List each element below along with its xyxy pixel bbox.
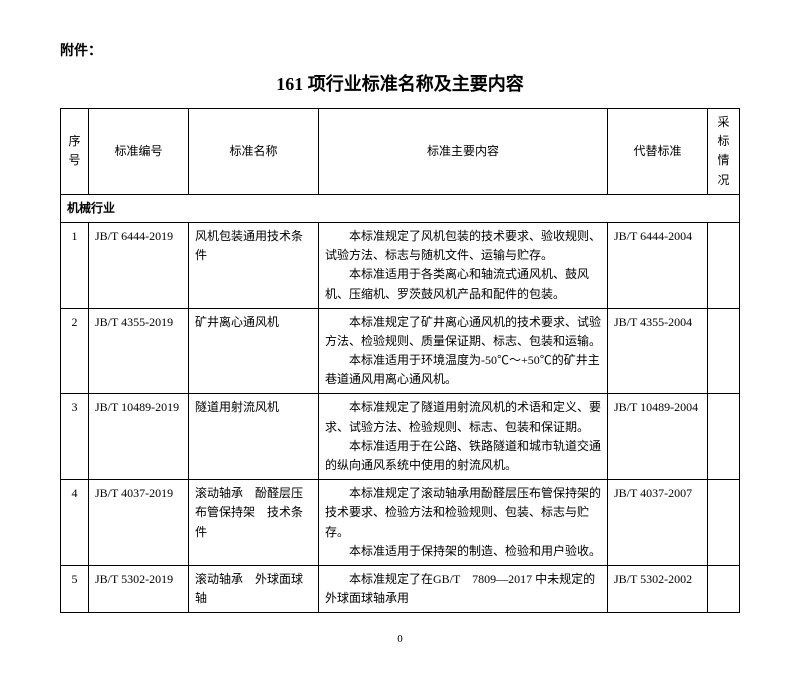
attachment-label: 附件： [60, 40, 740, 60]
table-row: 3 JB/T 10489-2019 隧道用射流风机 本标准规定了隧道用射流风机的… [61, 394, 740, 480]
cell-name: 矿井离心通风机 [189, 308, 319, 394]
cell-code: JB/T 10489-2019 [89, 394, 189, 480]
cell-index: 3 [61, 394, 89, 480]
cell-adopt [708, 480, 740, 566]
cell-name: 风机包装通用技术条件 [189, 222, 319, 308]
cell-code: JB/T 4037-2019 [89, 480, 189, 566]
cell-desc: 本标准规定了风机包装的技术要求、验收规则、试验方法、标志与随机文件、运输与贮存。… [319, 222, 608, 308]
cell-index: 5 [61, 565, 89, 612]
cell-desc: 本标准规定了滚动轴承用酚醛层压布管保持架的技术要求、检验方法和检验规则、包装、标… [319, 480, 608, 566]
standards-table: 序号 标准编号 标准名称 标准主要内容 代替标准 采标情况 机械行业 1 JB/… [60, 108, 740, 613]
cell-name: 隧道用射流风机 [189, 394, 319, 480]
desc-p2: 本标准适用于各类离心和轴流式通风机、鼓风机、压缩机、罗茨鼓风机产品和配件的包装。 [325, 265, 601, 303]
desc-p1: 本标准规定了在GB/T 7809—2017 中未规定的外球面球轴承用 [325, 570, 601, 608]
cell-adopt [708, 308, 740, 394]
cell-name: 滚动轴承 酚醛层压布管保持架 技术条件 [189, 480, 319, 566]
section-title: 机械行业 [61, 194, 740, 222]
cell-replace: JB/T 4037-2007 [608, 480, 708, 566]
main-title: 161 项行业标准名称及主要内容 [60, 70, 740, 96]
header-replace: 代替标准 [608, 109, 708, 195]
header-index: 序号 [61, 109, 89, 195]
cell-replace: JB/T 6444-2004 [608, 222, 708, 308]
table-header-row: 序号 标准编号 标准名称 标准主要内容 代替标准 采标情况 [61, 109, 740, 195]
desc-p2: 本标准适用于在公路、铁路隧道和城市轨道交通的纵向通风系统中使用的射流风机。 [325, 437, 601, 475]
cell-code: JB/T 4355-2019 [89, 308, 189, 394]
desc-p1: 本标准规定了矿井离心通风机的技术要求、试验方法、检验规则、质量保证期、标志、包装… [325, 313, 601, 351]
cell-code: JB/T 5302-2019 [89, 565, 189, 612]
desc-p1: 本标准规定了风机包装的技术要求、验收规则、试验方法、标志与随机文件、运输与贮存。 [325, 227, 601, 265]
cell-name: 滚动轴承 外球面球轴 [189, 565, 319, 612]
cell-code: JB/T 6444-2019 [89, 222, 189, 308]
desc-p1: 本标准规定了滚动轴承用酚醛层压布管保持架的技术要求、检验方法和检验规则、包装、标… [325, 484, 601, 542]
header-name: 标准名称 [189, 109, 319, 195]
cell-index: 2 [61, 308, 89, 394]
desc-p1: 本标准规定了隧道用射流风机的术语和定义、要求、试验方法、检验规则、标志、包装和保… [325, 398, 601, 436]
table-row: 5 JB/T 5302-2019 滚动轴承 外球面球轴 本标准规定了在GB/T … [61, 565, 740, 612]
cell-adopt [708, 394, 740, 480]
cell-desc: 本标准规定了隧道用射流风机的术语和定义、要求、试验方法、检验规则、标志、包装和保… [319, 394, 608, 480]
header-code: 标准编号 [89, 109, 189, 195]
table-row: 4 JB/T 4037-2019 滚动轴承 酚醛层压布管保持架 技术条件 本标准… [61, 480, 740, 566]
cell-index: 1 [61, 222, 89, 308]
cell-index: 4 [61, 480, 89, 566]
cell-replace: JB/T 10489-2004 [608, 394, 708, 480]
table-row: 1 JB/T 6444-2019 风机包装通用技术条件 本标准规定了风机包装的技… [61, 222, 740, 308]
desc-p2: 本标准适用于环境温度为-50℃～+50℃的矿井主巷道通风用离心通风机。 [325, 351, 601, 389]
desc-p2: 本标准适用于保持架的制造、检验和用户验收。 [325, 542, 601, 561]
section-row: 机械行业 [61, 194, 740, 222]
cell-adopt [708, 565, 740, 612]
cell-replace: JB/T 5302-2002 [608, 565, 708, 612]
header-desc: 标准主要内容 [319, 109, 608, 195]
cell-adopt [708, 222, 740, 308]
cell-desc: 本标准规定了矿井离心通风机的技术要求、试验方法、检验规则、质量保证期、标志、包装… [319, 308, 608, 394]
table-row: 2 JB/T 4355-2019 矿井离心通风机 本标准规定了矿井离心通风机的技… [61, 308, 740, 394]
page-number: 0 [60, 633, 740, 645]
cell-replace: JB/T 4355-2004 [608, 308, 708, 394]
cell-desc: 本标准规定了在GB/T 7809—2017 中未规定的外球面球轴承用 [319, 565, 608, 612]
header-adopt: 采标情况 [708, 109, 740, 195]
